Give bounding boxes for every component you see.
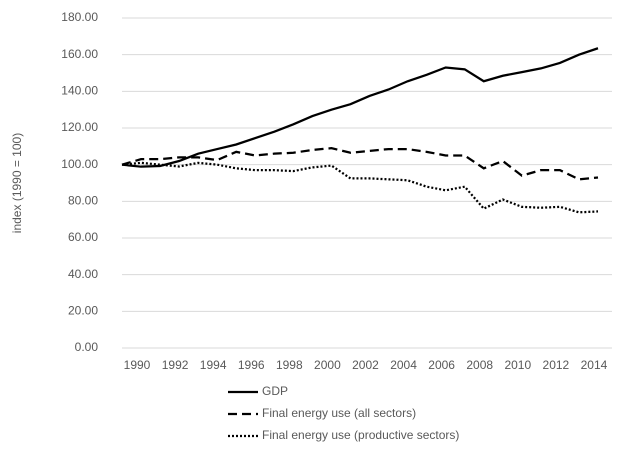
y-tick-label: 180.00 [61,10,98,24]
y-tick-label: 20.00 [68,304,98,318]
y-tick-label: 140.00 [61,84,98,98]
x-tick-label: 2014 [581,358,608,372]
y-tick-label: 160.00 [61,47,98,61]
x-tick-label: 2012 [543,358,570,372]
legend-label: Final energy use (productive sectors) [262,428,459,442]
series-line [121,47,599,168]
x-tick-label: 2010 [504,358,531,372]
y-tick-label: 80.00 [68,194,98,208]
x-tick-label: 1996 [238,358,265,372]
y-tick-label: 60.00 [68,230,98,244]
x-tick-label: 1992 [162,358,189,372]
y-tick-label: 100.00 [61,157,98,171]
y-tick-label: 120.00 [61,120,98,134]
y-tick-label: 40.00 [68,267,98,281]
x-tick-label: 1998 [276,358,303,372]
legend-label: GDP [262,384,288,398]
series-line [121,161,599,214]
series-line [121,147,599,181]
x-tick-label: 1990 [124,358,151,372]
x-tick-label: 2002 [352,358,379,372]
y-tick-label: 0.00 [75,340,99,354]
x-tick-label: 2006 [428,358,455,372]
x-tick-label: 2000 [314,358,341,372]
x-tick-label: 2004 [390,358,417,372]
legend-label: Final energy use (all sectors) [262,406,416,420]
x-tick-label: 1994 [200,358,227,372]
x-tick-label: 2008 [466,358,493,372]
y-axis-title: index (1990 = 100) [10,133,24,233]
